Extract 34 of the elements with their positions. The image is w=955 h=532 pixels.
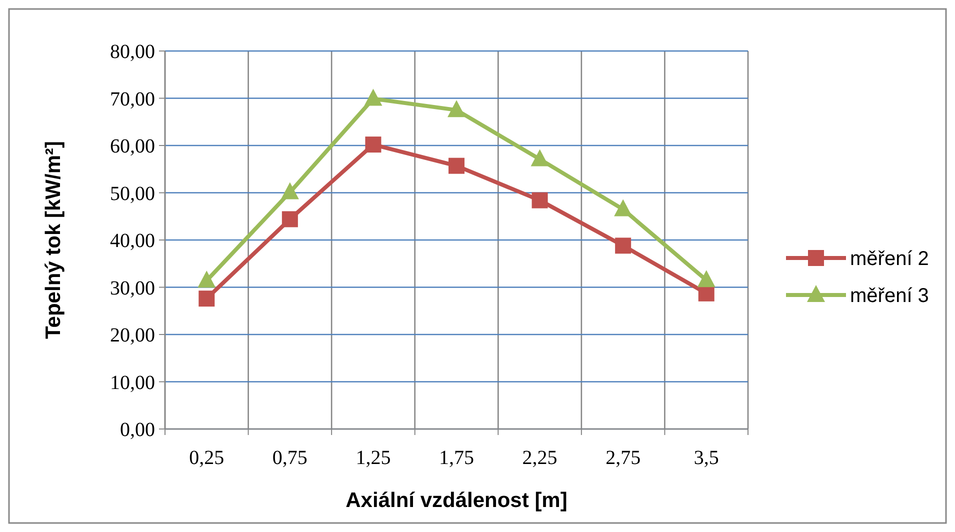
x-tick-label: 2,75 <box>606 447 641 469</box>
point <box>530 149 549 166</box>
x-axis-title: Axiální vzdálenost [m] <box>346 489 568 512</box>
legend-label: měření 3 <box>850 285 929 307</box>
point <box>448 158 464 174</box>
point <box>365 136 382 153</box>
point <box>280 182 299 200</box>
y-tick-label: 70,00 <box>110 88 155 110</box>
x-tick-label: 1,25 <box>356 447 391 469</box>
y-tick-label: 60,00 <box>110 136 155 158</box>
y-tick-label: 80,00 <box>110 41 155 63</box>
y-tick-label: 40,00 <box>110 230 155 252</box>
point <box>448 100 466 118</box>
point <box>198 290 215 307</box>
point <box>697 270 716 288</box>
x-tick-label: 0,75 <box>272 447 308 469</box>
point <box>615 238 632 254</box>
point <box>532 192 548 208</box>
point <box>698 285 714 302</box>
y-tick-label: 0,00 <box>120 419 155 441</box>
y-axis-title: Tepelný tok [kW/m²] <box>42 141 65 339</box>
y-tick-label: 10,00 <box>110 372 155 394</box>
x-tick-label: 1,75 <box>439 447 474 469</box>
x-tick-label: 2,25 <box>522 447 558 469</box>
legend-label: měření 2 <box>850 248 929 270</box>
y-tick-label: 20,00 <box>110 324 155 346</box>
y-tick-label: 30,00 <box>110 277 155 300</box>
x-tick-label: 3,5 <box>694 447 719 469</box>
x-tick-label: 0,25 <box>189 447 224 469</box>
point <box>282 211 298 228</box>
point <box>614 199 632 216</box>
point <box>198 270 216 288</box>
y-tick-label: 50,00 <box>110 182 155 205</box>
point <box>364 88 382 106</box>
